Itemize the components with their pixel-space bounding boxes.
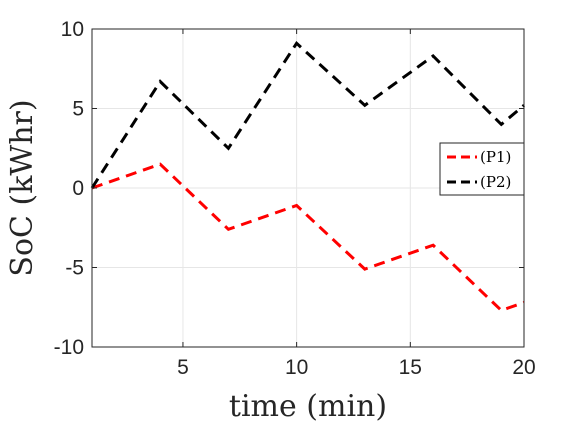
- series-line-p2: [90, 41, 525, 189]
- x-tick-label: 15: [399, 356, 422, 379]
- y-tick-label: -10: [54, 336, 84, 359]
- y-axis-label: SoC (kWhr): [5, 99, 40, 276]
- y-tick-label: 5: [72, 98, 84, 121]
- x-tick-label: 5: [177, 356, 189, 379]
- legend-label-p2: (P2): [480, 173, 511, 191]
- x-tick-label: 10: [285, 356, 308, 379]
- legend-box: [439, 142, 525, 196]
- tick-labels: 5 10 15 20 -10 -5 0 5 10: [54, 18, 536, 379]
- x-tick-label: 20: [512, 356, 535, 379]
- legend-label-p1: (P1): [480, 148, 511, 166]
- y-tick-label: 10: [61, 18, 84, 41]
- y-tick-label: 0: [72, 177, 84, 200]
- series-layer: [90, 41, 525, 313]
- legend: (P1) (P2): [439, 142, 525, 196]
- x-axis-label: time (min): [229, 389, 387, 424]
- y-tick-label: -5: [65, 257, 84, 280]
